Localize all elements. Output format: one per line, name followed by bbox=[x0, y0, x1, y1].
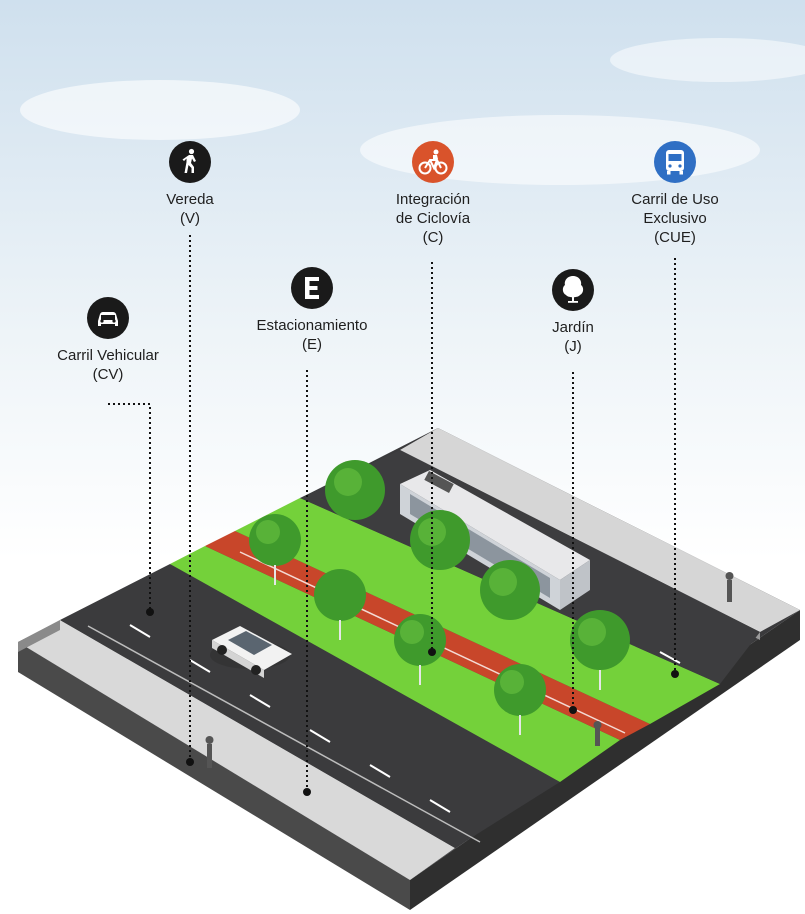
carril-vehicular-name: Carril Vehicular bbox=[57, 347, 159, 364]
label-carril-vehicular: Carril Vehicular (CV) bbox=[28, 296, 188, 384]
base-left-face bbox=[18, 642, 410, 910]
label-ciclovia: Integración de Ciclovía (C) bbox=[353, 140, 513, 247]
vereda-name: Vereda bbox=[166, 191, 214, 208]
sidewalk-back bbox=[400, 428, 800, 632]
vereda-code: (V) bbox=[180, 210, 200, 227]
jardin-name: Jardín bbox=[552, 319, 594, 336]
ciclovia-code: (C) bbox=[422, 229, 444, 246]
sidewalk-front bbox=[18, 620, 455, 880]
car bbox=[210, 626, 292, 678]
estacionamiento-name: Estacionamiento bbox=[256, 317, 368, 334]
label-vereda: Vereda (V) bbox=[110, 140, 270, 228]
ciclovia-line2: de Ciclovía bbox=[395, 210, 471, 227]
pedestrian-icon bbox=[169, 141, 211, 183]
grass-strip bbox=[170, 546, 620, 782]
cue-line2: Exclusivo bbox=[643, 210, 707, 227]
leader-lines bbox=[108, 235, 676, 790]
bus-icon bbox=[654, 141, 696, 183]
estacionamiento-code: (E) bbox=[302, 336, 322, 353]
ciclovia-line1: Integración bbox=[395, 191, 471, 208]
cue-line1: Carril de Uso bbox=[631, 191, 719, 208]
leader-dots bbox=[146, 608, 679, 796]
bicycle-icon bbox=[412, 141, 454, 183]
label-carril-uso-exclusivo: Carril de Uso Exclusivo (CUE) bbox=[595, 140, 755, 247]
pedestrians bbox=[205, 572, 734, 768]
parking-e-icon bbox=[291, 267, 333, 309]
label-estacionamiento: Estacionamiento (E) bbox=[232, 266, 392, 354]
label-jardin: Jardín (J) bbox=[493, 268, 653, 356]
road-front bbox=[60, 564, 560, 848]
cue-code: (CUE) bbox=[654, 229, 696, 246]
tree-icon bbox=[552, 269, 594, 311]
car-icon bbox=[87, 297, 129, 339]
carril-vehicular-code: (CV) bbox=[92, 366, 124, 383]
jardin-code: (J) bbox=[564, 338, 582, 355]
